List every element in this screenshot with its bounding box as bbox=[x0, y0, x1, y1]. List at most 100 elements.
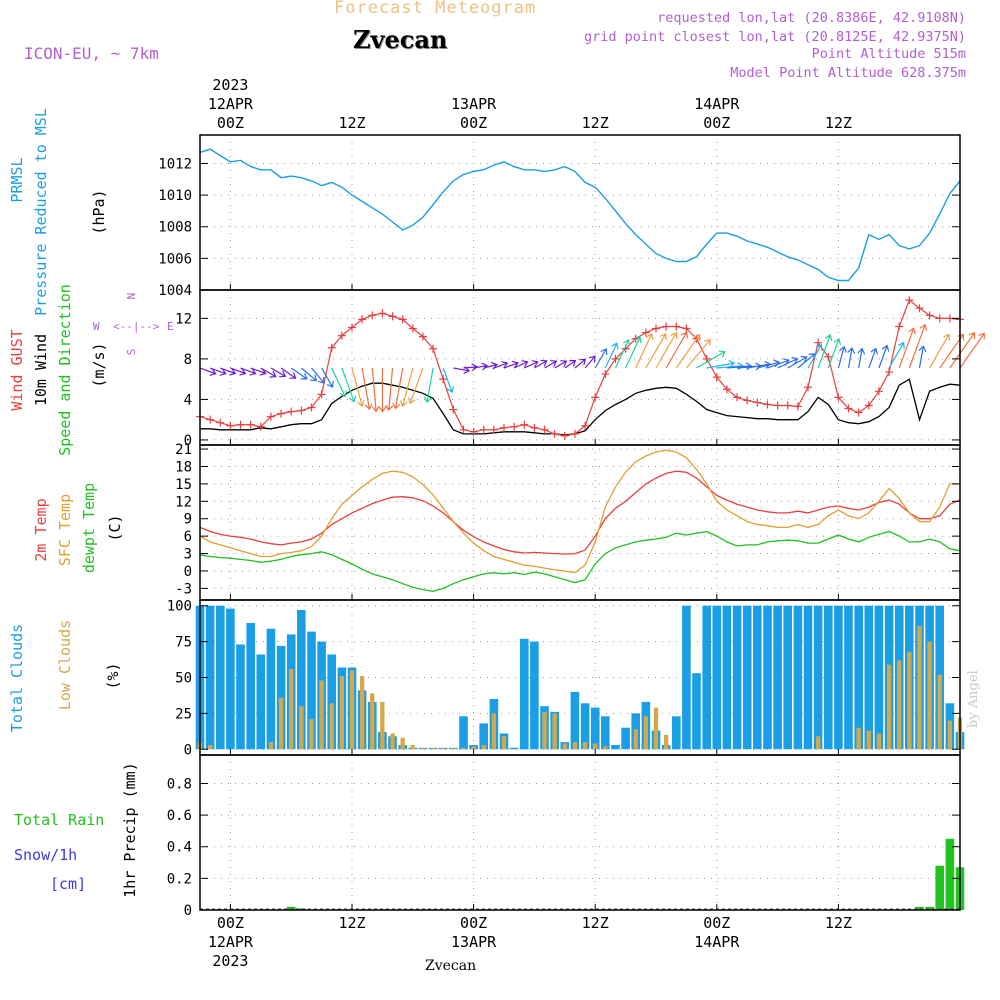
wind-arrow bbox=[290, 367, 308, 380]
low-cloud-bar bbox=[866, 730, 871, 750]
wind-arrow bbox=[554, 360, 568, 369]
gust-point bbox=[662, 322, 671, 331]
wind-arrow bbox=[351, 367, 365, 408]
compass-n: N bbox=[125, 293, 138, 300]
total-cloud-bar bbox=[246, 623, 255, 750]
gust-point bbox=[530, 423, 539, 432]
wind-arrow bbox=[423, 367, 434, 404]
clouds-ylabel-total: Total Clouds bbox=[8, 624, 26, 732]
gust-point bbox=[256, 422, 265, 431]
y-tick-label: 1004 bbox=[158, 283, 192, 299]
gust-point bbox=[854, 408, 863, 417]
wind-arrow bbox=[857, 347, 866, 369]
gust-point bbox=[824, 352, 833, 361]
rain-bar bbox=[297, 908, 306, 910]
total-cloud-bar bbox=[844, 605, 853, 750]
y-tick-label: 21 bbox=[175, 442, 192, 458]
total-cloud-bar bbox=[216, 605, 225, 750]
y-tick-label: 0 bbox=[184, 903, 192, 919]
gust-point bbox=[479, 425, 488, 434]
low-cloud-bar bbox=[572, 742, 578, 750]
wind-arrow bbox=[726, 362, 753, 371]
low-cloud-bar bbox=[664, 734, 669, 750]
clouds-ylabel-low: Low Clouds bbox=[56, 620, 74, 710]
wind-arrow bbox=[584, 355, 596, 369]
footer-location: Zvecan bbox=[425, 958, 477, 974]
wind-arrow bbox=[949, 331, 976, 369]
gust-point bbox=[277, 409, 286, 418]
clouds-unit: (%) bbox=[104, 662, 122, 689]
gust-point bbox=[935, 314, 944, 323]
low-cloud-bar bbox=[339, 676, 344, 750]
low-cloud-bar bbox=[430, 747, 436, 750]
wind-arrow bbox=[311, 367, 325, 384]
wind-arrow bbox=[385, 367, 394, 412]
wind-arrow bbox=[300, 367, 318, 382]
wind-arrow bbox=[503, 360, 519, 369]
wind-arrow bbox=[199, 367, 217, 376]
low-cloud-bar bbox=[289, 668, 294, 750]
x-label-top: 12Z bbox=[338, 114, 365, 132]
y-tick-label: 8 bbox=[184, 352, 192, 368]
wind-arrow bbox=[706, 360, 736, 369]
low-cloud-bar bbox=[897, 660, 902, 750]
low-cloud-bar bbox=[937, 674, 942, 750]
low-cloud-bar bbox=[299, 706, 304, 750]
total-cloud-bar bbox=[864, 605, 874, 750]
gust-point bbox=[520, 420, 529, 429]
total-cloud-bar bbox=[611, 745, 620, 750]
x-label-top: 12APR bbox=[208, 95, 254, 113]
low-cloud-bar bbox=[582, 742, 588, 750]
gust-point bbox=[418, 332, 427, 341]
pressure-line bbox=[199, 148, 961, 282]
wind-arrow bbox=[868, 347, 879, 369]
low-cloud-bar bbox=[309, 719, 314, 750]
y-tick-label: -3 bbox=[175, 581, 192, 597]
low-cloud-bar bbox=[653, 707, 659, 750]
wind-arrow bbox=[827, 337, 841, 369]
gust-point bbox=[206, 415, 215, 424]
gust-point bbox=[317, 390, 326, 399]
wind-arrow bbox=[959, 332, 985, 369]
wind-arrow bbox=[534, 359, 548, 369]
wind-arrow bbox=[594, 348, 608, 369]
total-cloud-bar bbox=[590, 707, 600, 750]
low-cloud-bar bbox=[420, 747, 426, 750]
wind-arrow bbox=[473, 362, 489, 371]
y-tick-label: 0 bbox=[184, 433, 192, 449]
y-tick-label: 0 bbox=[184, 564, 192, 580]
wind-arrow bbox=[908, 323, 928, 369]
gust-point bbox=[672, 322, 681, 331]
x-label-top: 12Z bbox=[825, 114, 852, 132]
gust-point bbox=[682, 324, 691, 333]
x-label-top: 00Z bbox=[460, 114, 487, 132]
total-cloud-bar bbox=[297, 610, 306, 750]
total-cloud-bar bbox=[509, 747, 519, 750]
total-cloud-bar bbox=[813, 605, 823, 750]
wind-arrow bbox=[407, 367, 424, 405]
x-label-bottom: 00Z bbox=[703, 914, 730, 932]
total-cloud-bar bbox=[266, 628, 276, 750]
wind-arrow bbox=[361, 367, 373, 411]
total-cloud-bar bbox=[226, 608, 235, 750]
total-cloud-bar bbox=[520, 638, 529, 750]
wind-arrow bbox=[918, 345, 927, 369]
wind-arrow bbox=[777, 357, 799, 369]
gust-point bbox=[297, 406, 306, 415]
total-cloud-bar bbox=[672, 716, 681, 750]
panel-frame bbox=[199, 444, 961, 601]
wind-arrow bbox=[260, 367, 277, 378]
gust-point bbox=[287, 407, 296, 416]
pressure-unit: (hPa) bbox=[90, 189, 108, 234]
chart-title: Forecast Meteogram bbox=[334, 0, 537, 18]
y-tick-label: 1008 bbox=[158, 220, 192, 236]
low-cloud-bar bbox=[856, 727, 861, 750]
gust-point bbox=[895, 322, 904, 331]
temp2m-line bbox=[199, 470, 961, 555]
wind-arrow bbox=[321, 367, 334, 389]
low-cloud-bar bbox=[491, 713, 496, 750]
gust-point bbox=[885, 368, 894, 377]
total-cloud-bar bbox=[459, 716, 468, 750]
rain-bar bbox=[286, 906, 296, 910]
wind-arrow bbox=[625, 336, 642, 369]
